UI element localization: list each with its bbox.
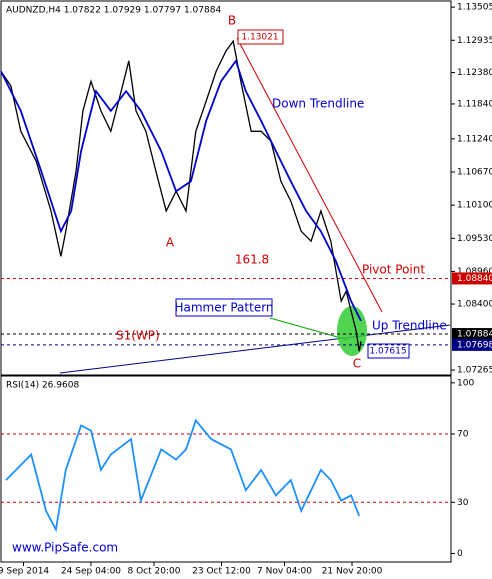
level-box xyxy=(452,338,492,351)
rsi-title: RSI(14) 26.9608 xyxy=(6,381,79,391)
x-tick-label: 8 Oct 20:00 xyxy=(128,567,181,577)
main-frame xyxy=(0,0,452,376)
chart-title: AUDNZD,H4 1.07822 1.07929 1.07797 1.0788… xyxy=(6,6,221,16)
y-tick-label: 70 xyxy=(457,430,469,440)
hammer-box xyxy=(175,298,273,317)
y-tick-label: 1.08400 xyxy=(457,300,492,310)
x-tick-label: 24 Sep 04:00 xyxy=(61,567,121,577)
down-trendline xyxy=(236,37,383,313)
hammer-pointer xyxy=(269,317,349,341)
level-label: 1.07698 xyxy=(457,340,492,350)
high-box xyxy=(237,29,284,45)
level-box xyxy=(452,272,492,285)
x-tick-label: 23 Oct 12:00 xyxy=(192,567,251,577)
y-tick-label: 1.07265 xyxy=(457,366,492,376)
level-box xyxy=(452,328,492,341)
hammer-label: Hammer Pattern xyxy=(174,301,273,315)
point-label: B xyxy=(228,14,236,28)
y-tick-label: 1.10670 xyxy=(457,168,492,178)
s1-label: S1(WP) xyxy=(116,329,160,343)
low-label: 1.07615 xyxy=(369,347,406,357)
y-tick-label: 100 xyxy=(457,378,474,388)
y-tick-label: 1.10100 xyxy=(457,201,492,211)
trendline-label: Up Trendline xyxy=(372,319,447,333)
pivot-label: Pivot Point xyxy=(362,263,425,277)
rsi-frame xyxy=(0,375,452,563)
y-tick-label: 0 xyxy=(457,549,463,559)
x-tick-label: 7 Nov 04:00 xyxy=(257,567,312,577)
series-line xyxy=(0,58,362,322)
trendline-label: Down Trendline xyxy=(272,97,364,111)
series-line xyxy=(0,39,362,352)
x-tick-label: 9 Sep 2014 xyxy=(0,567,49,577)
y-tick-label: 1.09530 xyxy=(457,234,492,244)
high-label: 1.13021 xyxy=(241,33,278,43)
y-tick-label: 1.13505 xyxy=(457,3,492,13)
fib-label: 161.8 xyxy=(235,253,269,267)
watermark: www.PipSafe.com xyxy=(12,541,118,555)
point-label: A xyxy=(166,236,175,250)
level-label: 1.07884 xyxy=(457,330,492,340)
y-tick-label: 1.12380 xyxy=(457,68,492,78)
level-label: 1.08840 xyxy=(457,274,492,284)
series-line xyxy=(5,418,361,533)
y-tick-label: 1.12935 xyxy=(457,36,492,46)
point-label: C xyxy=(353,357,361,371)
y-tick-label: 30 xyxy=(457,498,469,508)
y-tick-label: 1.08960 xyxy=(457,267,492,277)
low-box xyxy=(367,343,410,359)
up-trendline xyxy=(59,324,451,374)
y-tick-label: 1.11240 xyxy=(457,134,492,144)
x-tick-label: 21 Nov 20:00 xyxy=(322,567,383,577)
y-tick-label: 1.11840 xyxy=(457,99,492,109)
